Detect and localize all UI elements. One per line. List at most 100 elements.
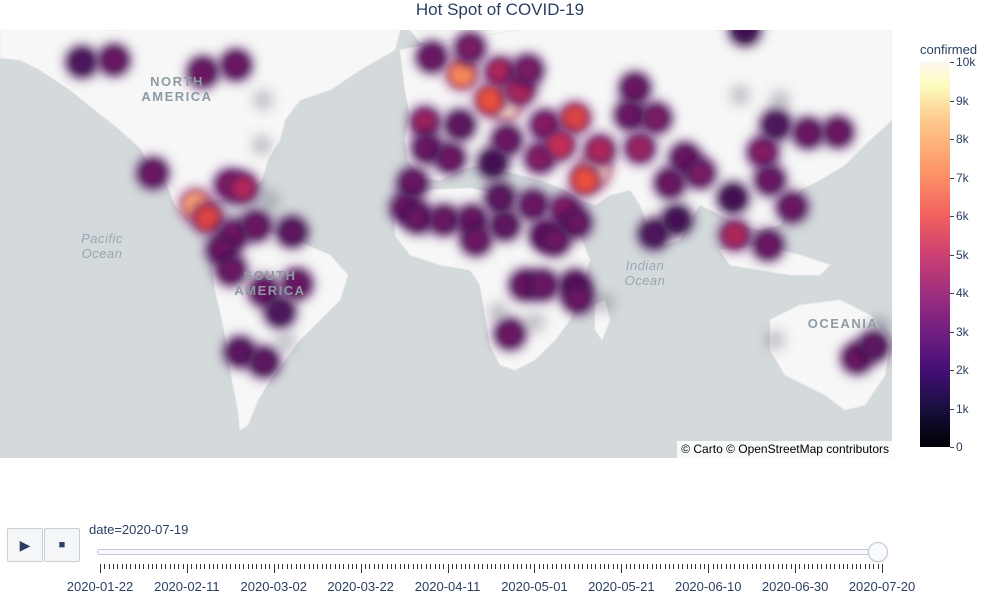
- slider-tick: [169, 564, 171, 569]
- density-blob-core: [735, 30, 755, 40]
- slider-tick: [534, 564, 536, 573]
- slider-tick: [395, 564, 397, 569]
- slider-tick: [195, 564, 197, 569]
- density-blob-core: [477, 87, 503, 113]
- stop-button[interactable]: ■: [44, 528, 80, 562]
- slider-tick: [282, 564, 284, 569]
- density-blob-core: [643, 223, 665, 245]
- slider-tick: [208, 564, 210, 569]
- slider-tick: [660, 564, 662, 569]
- slider-tick: [760, 564, 762, 569]
- slider-rail[interactable]: [97, 549, 885, 555]
- slider-tick: [191, 564, 193, 569]
- slider-tick: [808, 564, 810, 569]
- slider-tick: [630, 564, 632, 569]
- slider-tick: [512, 564, 514, 569]
- colorbar-tick: [950, 216, 954, 217]
- density-blob-core: [448, 60, 476, 88]
- slider-tick: [530, 564, 532, 569]
- slider-tick: [764, 564, 766, 569]
- density-blob-core: [103, 49, 125, 71]
- slider-tick: [347, 564, 349, 569]
- slider-tick: [230, 564, 232, 569]
- density-blob-core: [245, 215, 267, 237]
- colorbar-tick-label: 1k: [956, 401, 969, 416]
- slider-tick: [121, 564, 123, 569]
- slider-tick: [130, 564, 132, 569]
- slider-tick: [773, 564, 775, 569]
- slider-tick: [816, 564, 818, 569]
- colorbar-tick-label: 5k: [956, 247, 969, 262]
- slider-tick: [586, 564, 588, 569]
- play-icon: ▶: [19, 536, 31, 553]
- slider-tick-label: 2020-05-21: [588, 579, 655, 594]
- play-button[interactable]: ▶: [7, 528, 43, 562]
- slider-tick-label: 2020-01-22: [66, 579, 134, 594]
- slider-tick: [360, 564, 362, 573]
- slider-tick: [860, 564, 862, 569]
- slider-tick: [847, 564, 849, 569]
- slider-tick: [682, 564, 684, 569]
- slider-tick: [499, 564, 501, 569]
- slider-tick: [334, 564, 336, 569]
- slider-tick: [104, 564, 106, 569]
- density-blob-core: [269, 301, 291, 323]
- density-blob-core: [281, 221, 303, 243]
- density-blob-core: [667, 210, 687, 230]
- slider-tick: [495, 564, 497, 569]
- slider-tick: [113, 564, 115, 569]
- slider-tick: [217, 564, 219, 569]
- density-blob-core: [465, 229, 487, 251]
- density-blob-core: [827, 121, 849, 143]
- slider-tick: [695, 564, 697, 569]
- slider-handle[interactable]: [867, 542, 888, 562]
- colorbar-tick-label: 4k: [956, 286, 969, 300]
- density-blob-core: [797, 122, 819, 144]
- density-blob-core: [723, 223, 747, 247]
- slider-tick: [243, 564, 245, 569]
- slider-tick: [438, 564, 440, 569]
- map-canvas[interactable]: [0, 30, 892, 458]
- slider-tick: [408, 564, 410, 569]
- slider-tick: [556, 564, 558, 569]
- slider-tick: [708, 564, 710, 573]
- slider-tick-label: 2020-02-11: [154, 579, 220, 594]
- slider-tick: [325, 564, 327, 569]
- colorbar-tick: [950, 293, 954, 294]
- colorbar-title: confirmed: [920, 42, 978, 57]
- slider-tick: [134, 564, 136, 569]
- slider-tick: [795, 564, 797, 573]
- map-attribution[interactable]: © Carto © OpenStreetMap contributors: [677, 441, 892, 458]
- ocean-label-indian: Indian Ocean: [624, 258, 666, 288]
- density-blob-core: [723, 188, 743, 208]
- slider-tick: [877, 564, 879, 569]
- slider-tick: [504, 564, 506, 569]
- slider-tick: [782, 564, 784, 569]
- slider-tick: [365, 564, 366, 569]
- slider-tick: [186, 564, 188, 573]
- slider-tick: [716, 564, 718, 569]
- slider-tick: [308, 564, 310, 569]
- colorbar-tick-label: 6k: [956, 209, 969, 223]
- slider-tick-label: 2020-03-02: [240, 579, 308, 594]
- slider-tick: [599, 564, 601, 569]
- slider-tick: [769, 564, 771, 569]
- density-blob: [253, 90, 273, 110]
- density-blob-core: [231, 176, 255, 200]
- colorbar-tick-label: 9k: [956, 93, 969, 108]
- colorbar-tick-label: 7k: [956, 170, 969, 185]
- colorbar-tick-label: 3k: [956, 324, 969, 339]
- slider-tick: [725, 564, 727, 569]
- slider-tick: [330, 564, 332, 569]
- density-map[interactable]: NORTH AMERICA SOUTH AMERICA OCEANIA Paci…: [0, 30, 892, 458]
- slider-tick: [412, 564, 414, 569]
- slider-tick: [560, 564, 562, 569]
- slider-tick: [312, 564, 314, 569]
- slider-tick: [564, 564, 566, 569]
- slider-tick: [265, 564, 267, 569]
- density-blob: [525, 312, 545, 332]
- density-blob-core: [588, 138, 612, 162]
- colorbar-tick: [950, 139, 954, 140]
- colorbar-gradient: [920, 62, 950, 447]
- density-blob-core: [863, 335, 885, 357]
